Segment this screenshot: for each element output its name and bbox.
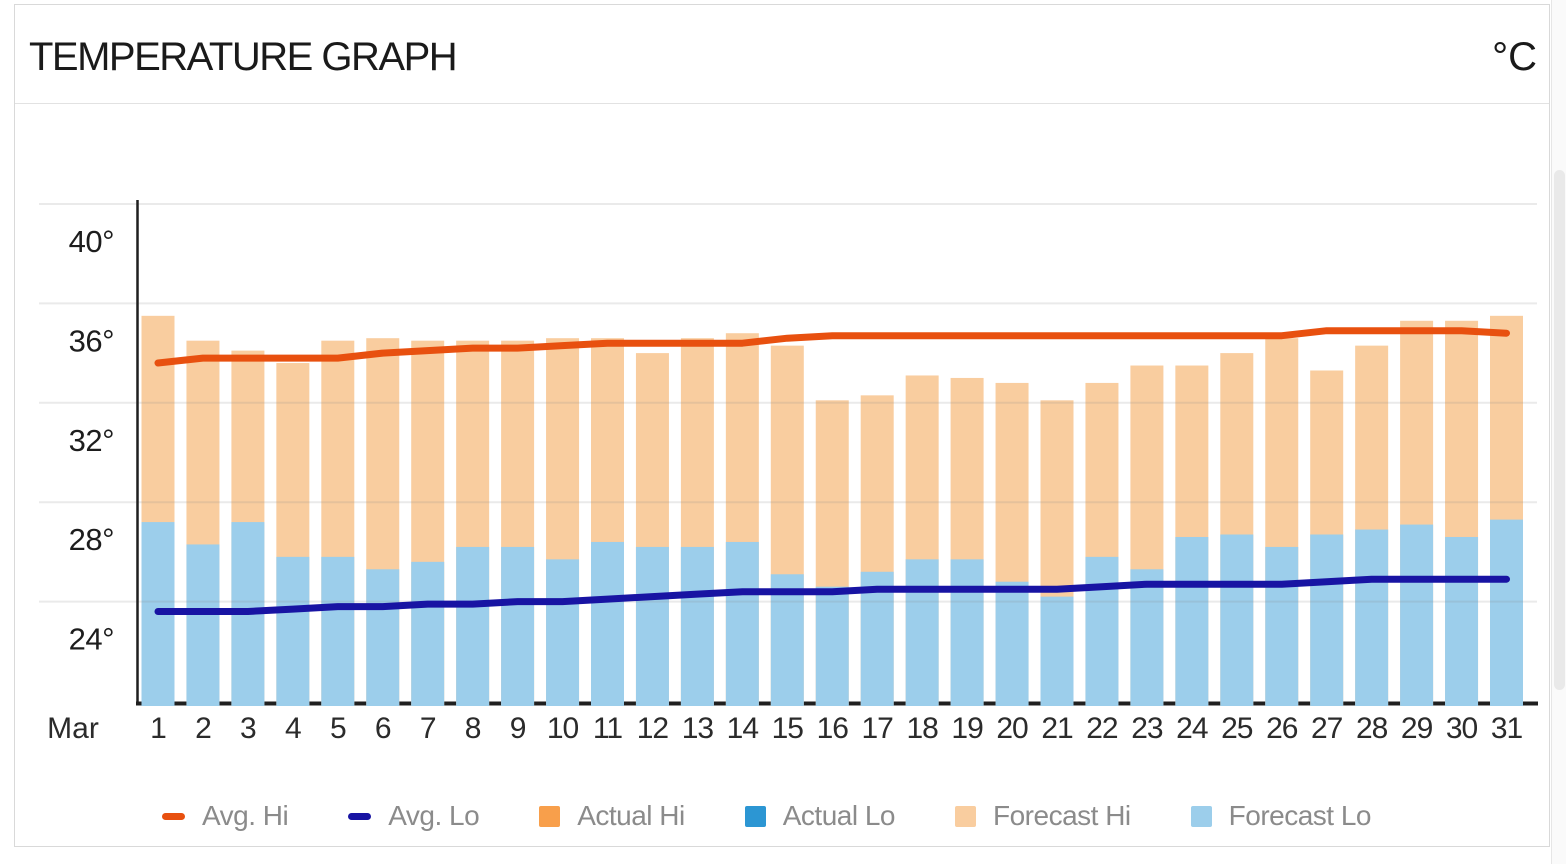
x-tick-label: 29 [1401,712,1433,745]
x-tick-label: 23 [1131,712,1163,745]
x-tick-label: 8 [465,712,481,745]
x-tick-label: 5 [330,712,346,745]
legend-label: Forecast Lo [1228,800,1372,831]
x-tick-label: 20 [996,712,1028,745]
avg-lo-line [154,575,1510,615]
forecast-lo-bar [591,541,624,706]
forecast-lo-bar [950,559,984,706]
forecast-lo-bar [1085,556,1119,706]
forecast-lo-bar [725,541,759,706]
forecast-lo-bar [546,559,580,706]
x-tick-label: 28 [1356,712,1388,745]
forecast-lo-bar [1400,524,1434,706]
forecast-lo-bar [1310,534,1344,706]
x-tick-label: 18 [906,712,938,745]
x-tick-label: 25 [1221,712,1253,745]
forecast-lo-bar [1445,536,1479,706]
forecast-lo-bar [1220,534,1254,706]
forecast-lo-bar [1490,519,1523,706]
x-tick-label: 11 [593,712,622,745]
forecast-hi-swatch-icon [955,805,976,827]
x-tick-label: 13 [682,712,714,745]
legend: Avg. Hi Avg. Lo Actual Hi Actual Lo Forecast… [162,794,1372,838]
forecast-lo-bar [276,556,310,706]
forecast-lo-bar [1265,546,1299,706]
forecast-lo-bar [995,581,1029,706]
forecast-lo-bar [321,556,355,706]
legend-item-forecast-lo: Forecast Lo [1190,800,1372,832]
card-header: TEMPERATURE GRAPH °C [15,5,1549,104]
x-tick-label: 15 [772,712,804,745]
x-tick-label: 17 [862,712,894,745]
legend-label: Actual Lo [782,800,896,831]
forecast-lo-bar [635,546,669,706]
x-tick-label: 27 [1311,712,1343,745]
forecast-lo-bar [770,574,804,706]
legend-label: Avg. Hi [202,800,289,831]
forecast-lo-bar [860,571,894,706]
forecast-lo-bar [815,586,849,706]
x-tick-label: 9 [510,712,526,745]
actual-hi-swatch-icon [539,805,561,827]
forecast-lo-bar [456,546,490,706]
x-tick-label: 26 [1266,712,1298,745]
avg-hi-swatch-icon [162,812,185,820]
forecast-lo-bar [1040,596,1074,706]
legend-item-actual-lo: Actual Lo [744,800,896,832]
y-tick-label: 40° [69,224,114,259]
x-tick-label: 3 [240,712,256,745]
forecast-lo-bar [680,546,714,706]
x-tick-label: 21 [1041,712,1073,745]
forecast-lo-bar [501,546,535,706]
avg-hi-line [154,327,1510,367]
legend-label: Avg. Lo [388,800,480,831]
forecast-lo-bar [905,559,939,706]
forecast-lo-bar [186,544,220,706]
avg-lo-swatch-icon [348,812,372,820]
x-tick-label: 7 [420,712,436,745]
scrollbar-thumb[interactable] [1554,170,1565,690]
temperature-unit: °C [1492,34,1537,79]
legend-item-forecast-hi: Forecast Hi [955,800,1131,832]
x-tick-label: 24 [1176,712,1208,745]
x-tick-label: 16 [817,712,849,745]
y-tick-label: 36° [69,323,114,358]
legend-label: Forecast Hi [993,800,1131,831]
forecast-lo-bar [1355,529,1389,706]
temperature-graph-card: TEMPERATURE GRAPH °C 40° 36° 32° 28° 24° Mar 1… [14,4,1550,847]
x-tick-label: 6 [375,712,391,745]
page-title: TEMPERATURE GRAPH [29,34,458,79]
forecast-lo-bar [1130,569,1164,706]
forecast-lo-bar [411,561,445,706]
forecast-lo-bar [1175,536,1209,706]
y-tick-label: 32° [69,423,114,458]
forecast-lo-swatch-icon [1190,805,1212,827]
legend-label: Actual Hi [577,800,685,831]
x-tick-label: 31 [1491,712,1523,745]
scrollbar[interactable] [1551,0,1566,864]
temperature-chart: 40°36°32°28°24°Mar 1 2 3 4 5 6 7 8 9 10 11 12 13 14 15 1… [39,200,1538,745]
x-tick-label: 1 [150,712,166,745]
actual-lo-swatch-icon [744,805,766,827]
y-tick-label: 28° [69,522,114,557]
x-tick-label: 22 [1086,712,1118,745]
x-tick-label: 30 [1446,712,1478,745]
x-axis-month-label: Mar [47,712,99,745]
x-tick-label: 2 [195,712,211,745]
x-tick-label: 4 [285,712,301,745]
x-tick-label: 12 [637,712,669,745]
forecast-lo-bar [366,569,400,706]
x-tick-label: 10 [547,712,579,745]
legend-item-avg-lo: Avg. Lo [348,800,480,832]
y-tick-label: 24° [69,622,114,657]
legend-item-actual-hi: Actual Hi [539,800,685,832]
legend-item-avg-hi: Avg. Hi [162,800,289,832]
x-tick-label: 14 [727,712,759,745]
x-tick-label: 19 [951,712,983,745]
